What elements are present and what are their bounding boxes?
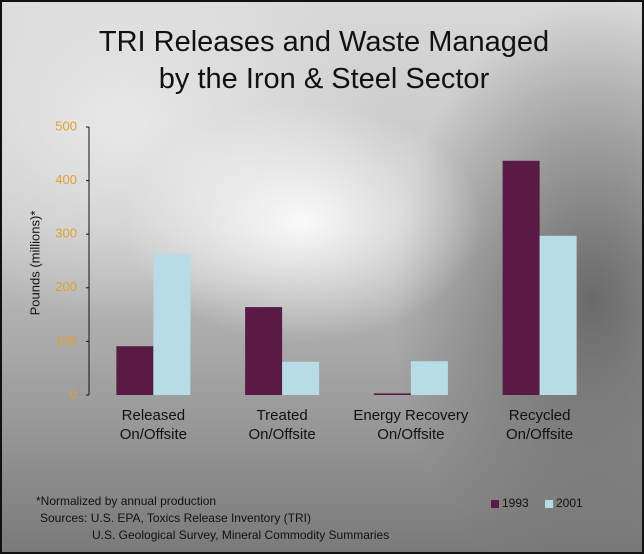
legend-label: 1993 [502,496,529,510]
x-tick-label: Energy Recovery On/Offsite [341,406,481,444]
y-axis-label: Pounds (millions)* [27,211,42,316]
bar [503,161,540,395]
footnote: *Normalized by annual production [36,494,216,508]
legend-label: 2001 [556,496,583,510]
bar [153,254,190,395]
bar [116,346,153,395]
y-tick-label: 300 [55,226,77,241]
bar [411,361,448,395]
x-tick-label: Released On/Offsite [83,406,223,444]
x-tick-label: Treated On/Offsite [212,406,352,444]
bar [245,307,282,395]
y-tick-label: 200 [55,279,77,294]
y-tick-label: 100 [55,333,77,348]
x-tick-label: Recycled On/Offsite [470,406,610,444]
y-tick-label: 500 [55,118,77,133]
legend-swatch [491,500,499,508]
legend-swatch [545,500,553,508]
chart: Pounds (millions)* 0 100 200 300 400 500 1993 2… [2,2,642,552]
page: TRI Releases and Waste Managed by the Ir… [0,0,644,554]
bar [374,393,411,395]
bar [540,236,577,395]
footnote: U.S. Geological Survey, Mineral Commodit… [92,528,389,542]
y-tick-label: 400 [55,172,77,187]
footnote: Sources: U.S. EPA, Toxics Release Invent… [40,511,311,525]
y-tick-label: 0 [70,386,77,401]
bar [282,362,319,395]
